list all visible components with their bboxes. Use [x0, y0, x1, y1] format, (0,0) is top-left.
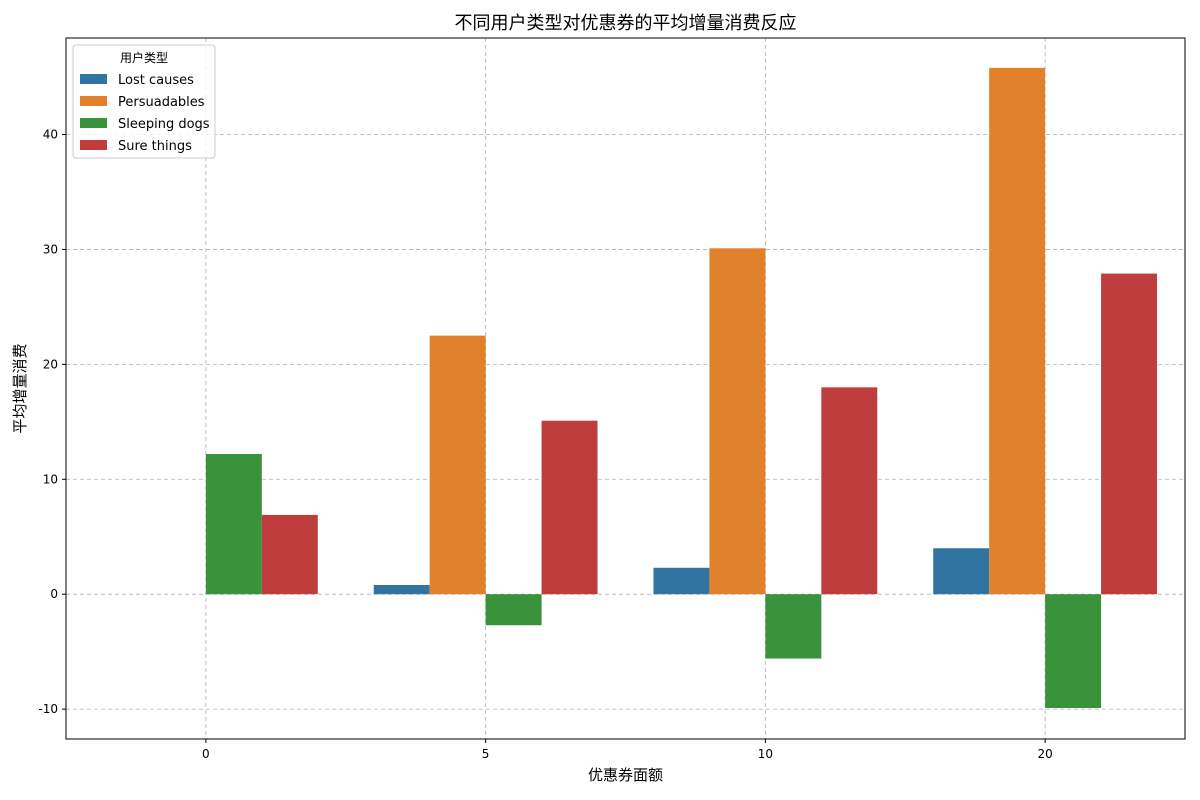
plot-frame: [65, 37, 1186, 740]
bar-persuadables-20: [989, 67, 1046, 595]
y-tick-label: 10: [43, 472, 58, 486]
bar-persuadables-5: [429, 335, 486, 595]
chart-title: 不同用户类型对优惠券的平均增量消费反应: [455, 13, 797, 34]
legend-swatch: [80, 140, 107, 150]
legend-label: Persuadables: [118, 95, 205, 110]
bar-sleeping-dogs-20: [1045, 594, 1102, 708]
bar-sure-things-5: [541, 420, 598, 595]
bar-sleeping-dogs-5: [485, 594, 542, 626]
legend-title: 用户类型: [120, 50, 168, 65]
bar-sure-things-20: [1101, 273, 1158, 595]
bar-lost-causes-10: [653, 567, 710, 595]
bar-sure-things-0: [261, 514, 318, 595]
y-tick-label: 40: [43, 128, 58, 142]
x-tick-label: 20: [1037, 747, 1052, 761]
y-axis-label: 平均增量消费: [11, 343, 29, 433]
legend-box: [72, 44, 216, 159]
legend-swatch: [80, 74, 107, 84]
legend-swatch: [80, 96, 107, 106]
x-tick-label: 5: [482, 747, 490, 761]
legend-label: Lost causes: [118, 73, 194, 88]
y-tick-label: 30: [43, 242, 58, 256]
bar-sleeping-dogs-10: [765, 594, 822, 659]
y-tick-label: 20: [43, 357, 58, 371]
bar-sleeping-dogs-0: [205, 454, 262, 595]
y-tick-label: 0: [50, 587, 58, 601]
x-tick-label: 0: [202, 747, 210, 761]
x-axis-ticks: 0 5 10 20: [202, 739, 1053, 761]
bar-persuadables-10: [709, 248, 766, 595]
x-tick-label: 10: [758, 747, 773, 761]
legend: 用户类型 Lost causes Persuadables Sleeping dog…: [72, 44, 216, 159]
bar-lost-causes-20: [933, 548, 990, 595]
legend-swatch: [80, 118, 107, 128]
legend-label: Sure things: [118, 139, 192, 154]
legend-label: Sleeping dogs: [118, 117, 210, 132]
bar-layer: [205, 67, 1158, 708]
y-axis-ticks: -10 0 10 20 30 40: [38, 128, 66, 716]
bar-sure-things-10: [821, 387, 878, 595]
y-tick-label: -10: [38, 702, 58, 716]
bar-lost-causes-5: [373, 585, 430, 595]
legend-items: Lost causes Persuadables Sleeping dogs Sure…: [80, 73, 210, 154]
x-axis-label: 优惠券面额: [588, 766, 663, 784]
